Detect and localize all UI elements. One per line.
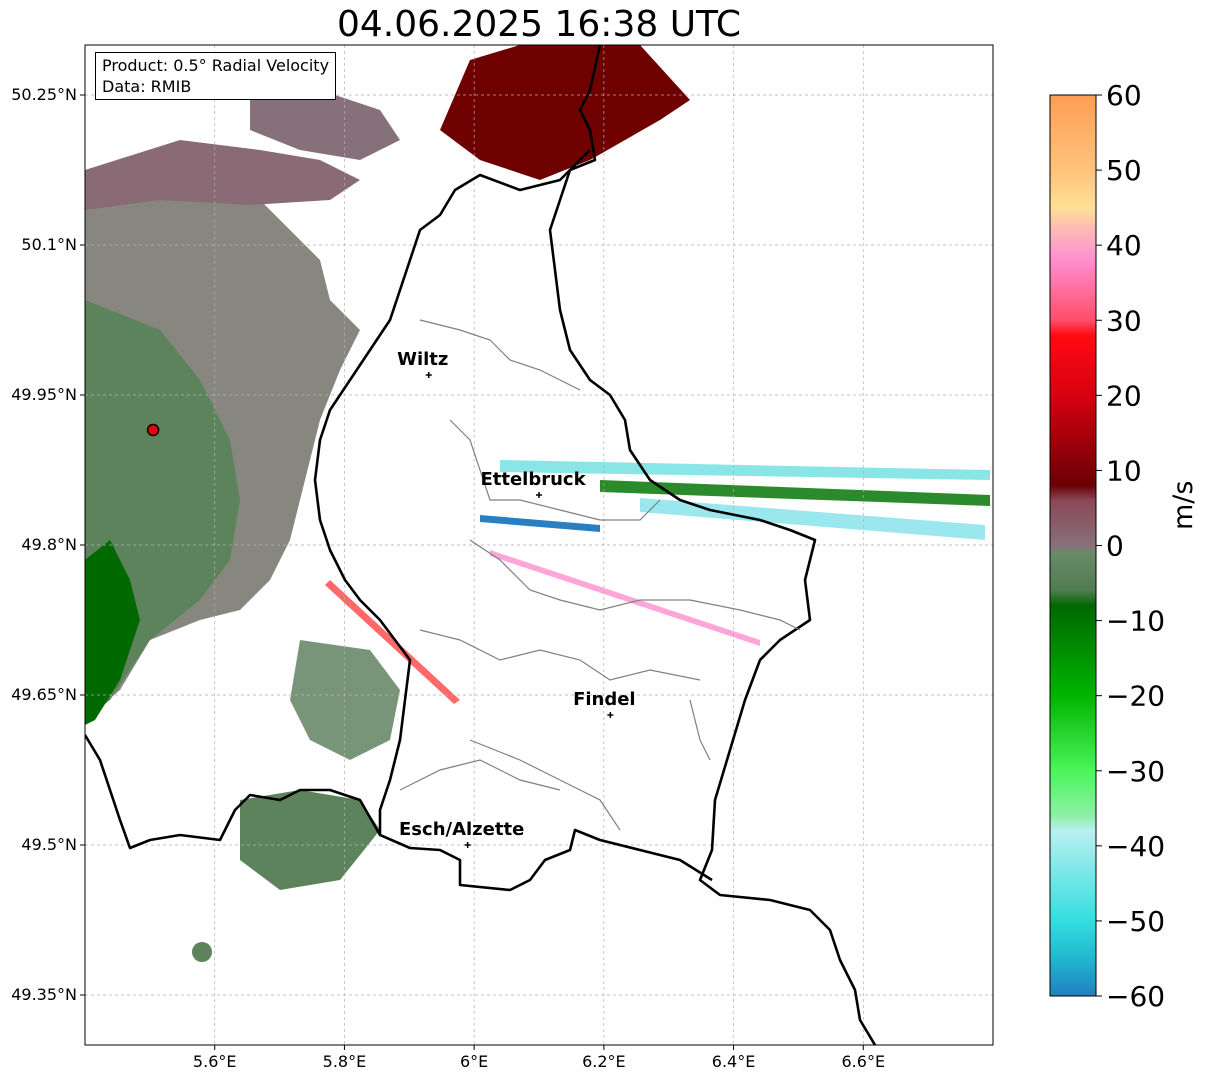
echo-west-dark-green bbox=[85, 540, 140, 725]
axis-ticks: 5.6°E 5.8°E 6°E 6.2°E 6.4°E 6.6°E 50.25°N 50.1°… bbox=[11, 85, 885, 1071]
x-tick-label: 5.8°E bbox=[323, 1052, 367, 1071]
echo-streak-5 bbox=[490, 550, 760, 646]
map-title: 04.06.2025 16:38 UTC bbox=[336, 4, 742, 45]
colorbar-tick-label: −40 bbox=[1106, 830, 1165, 863]
graticule bbox=[85, 45, 993, 1045]
city-cross-icon bbox=[425, 372, 432, 378]
border-lux-south bbox=[85, 734, 713, 892]
y-tick-label: 50.1°N bbox=[21, 235, 77, 254]
echo-streak-2 bbox=[600, 480, 990, 506]
city-ettelbruck: Ettelbruck bbox=[480, 469, 587, 498]
product-info-box: Product: 0.5° Radial Velocity Data: RMIB bbox=[95, 52, 337, 100]
colorbar-tick-label: −10 bbox=[1106, 605, 1165, 638]
x-tick-label: 6°E bbox=[460, 1052, 488, 1071]
city-cross-icon bbox=[607, 712, 614, 718]
city-label: Ettelbruck bbox=[480, 469, 586, 490]
city-label: Findel bbox=[573, 689, 636, 710]
echo-streak-6 bbox=[325, 580, 460, 704]
city-markers: Wiltz Ettelbruck Findel Esch/Alzette bbox=[397, 349, 636, 848]
canton-borders bbox=[399, 319, 801, 831]
colorbar-tick-label: 50 bbox=[1106, 154, 1142, 187]
echo-streak-4 bbox=[480, 515, 600, 532]
colorbar-tick-label: −50 bbox=[1106, 905, 1165, 938]
echo-streak-3 bbox=[640, 498, 985, 540]
country-borders bbox=[85, 45, 877, 1045]
city-wiltz: Wiltz bbox=[397, 349, 448, 378]
colorbar-unit-label: m/s bbox=[1168, 480, 1199, 530]
city-label: Wiltz bbox=[397, 349, 448, 370]
product-label: Product: 0.5° Radial Velocity bbox=[102, 56, 330, 75]
y-tick-label: 49.35°N bbox=[11, 985, 77, 1004]
velocity-echoes bbox=[85, 45, 990, 962]
city-eschalzette: Esch/Alzette bbox=[399, 819, 524, 848]
city-label: Esch/Alzette bbox=[399, 819, 524, 840]
border-lux-be-west bbox=[548, 45, 877, 1045]
colorbar-tick-label: −30 bbox=[1106, 755, 1165, 788]
echo-south-mid bbox=[290, 640, 400, 760]
y-tick-label: 49.8°N bbox=[21, 535, 77, 554]
colorbar-tick-label: 30 bbox=[1106, 304, 1142, 337]
x-tick-label: 5.6°E bbox=[193, 1052, 237, 1071]
colorbar-tick-label: −60 bbox=[1106, 980, 1165, 1013]
colorbar-ticks: 60 50 40 30 20 10 0 −10 −20 −30 −40 −50 −60 bbox=[1096, 79, 1165, 1013]
colorbar-tick-label: 0 bbox=[1106, 530, 1124, 563]
echo-southwest bbox=[240, 790, 380, 890]
echo-blob-sw bbox=[192, 942, 212, 962]
echo-west-pink bbox=[85, 140, 360, 210]
x-tick-label: 6.4°E bbox=[712, 1052, 756, 1071]
border-lux-be-north bbox=[313, 149, 591, 835]
y-tick-label: 49.95°N bbox=[11, 385, 77, 404]
colorbar-tick-label: 60 bbox=[1106, 79, 1142, 112]
x-tick-label: 6.2°E bbox=[582, 1052, 626, 1071]
y-tick-label: 49.5°N bbox=[21, 835, 77, 854]
colorbar-tick-label: 10 bbox=[1106, 454, 1142, 487]
city-findel: Findel bbox=[573, 689, 636, 718]
colorbar-tick-label: 40 bbox=[1106, 229, 1142, 262]
y-tick-label: 49.65°N bbox=[11, 685, 77, 704]
x-tick-label: 6.6°E bbox=[842, 1052, 886, 1071]
colorbar-tick-label: −20 bbox=[1106, 680, 1165, 713]
data-source-label: Data: RMIB bbox=[102, 77, 192, 96]
city-cross-icon bbox=[536, 492, 542, 498]
colorbar bbox=[1049, 94, 1097, 997]
echo-streak-1 bbox=[500, 460, 990, 480]
radar-site-marker bbox=[146, 423, 160, 437]
colorbar-tick-label: 20 bbox=[1106, 379, 1142, 412]
y-tick-label: 50.25°N bbox=[11, 85, 77, 104]
city-cross-icon bbox=[464, 842, 471, 848]
plot-area: Wiltz Ettelbruck Findel Esch/Alzette bbox=[85, 45, 993, 1045]
echo-north-gray bbox=[250, 90, 400, 160]
echo-north-maroon bbox=[440, 45, 690, 180]
